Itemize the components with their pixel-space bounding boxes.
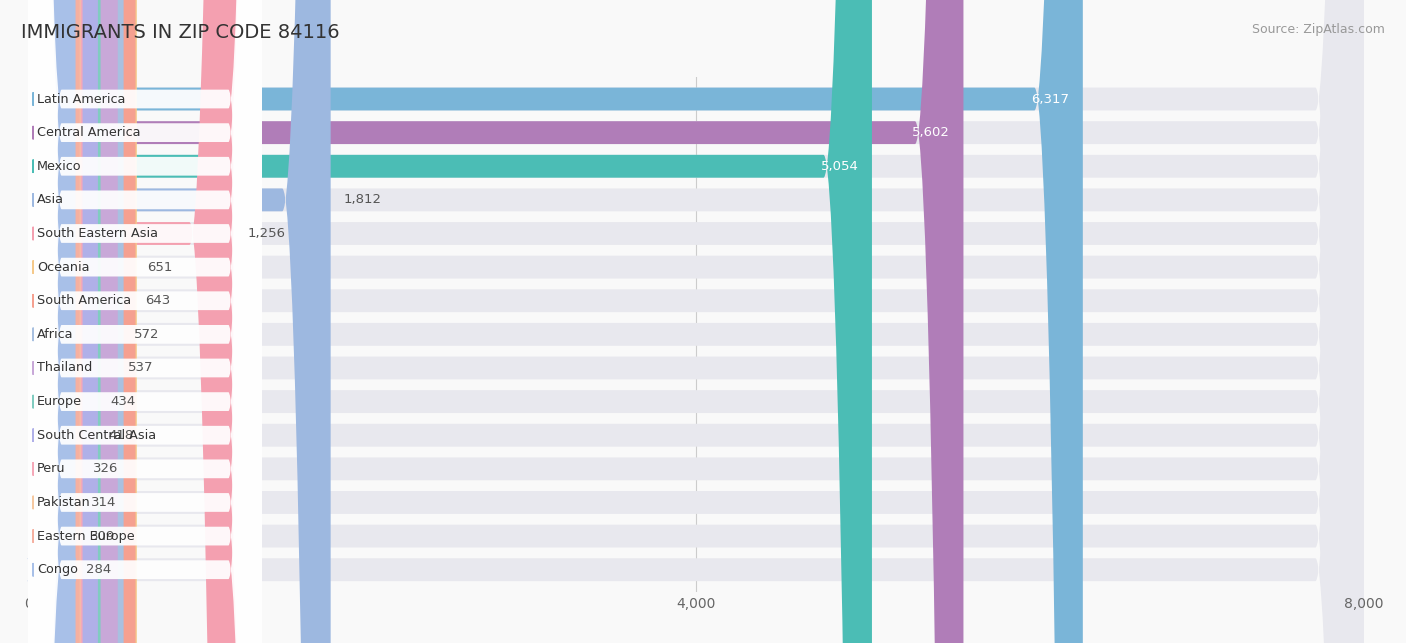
FancyBboxPatch shape: [28, 0, 262, 643]
FancyBboxPatch shape: [28, 0, 872, 643]
FancyBboxPatch shape: [27, 0, 76, 643]
FancyBboxPatch shape: [28, 0, 135, 643]
Text: 643: 643: [145, 294, 170, 307]
FancyBboxPatch shape: [28, 0, 262, 643]
FancyBboxPatch shape: [28, 0, 330, 643]
FancyBboxPatch shape: [28, 0, 262, 643]
Text: Central America: Central America: [37, 126, 141, 139]
FancyBboxPatch shape: [28, 0, 1364, 643]
Text: 5,054: 5,054: [821, 159, 859, 173]
Text: Africa: Africa: [37, 328, 73, 341]
FancyBboxPatch shape: [28, 0, 1364, 643]
Text: 314: 314: [90, 496, 115, 509]
FancyBboxPatch shape: [28, 0, 963, 643]
FancyBboxPatch shape: [28, 0, 262, 643]
Text: Europe: Europe: [37, 395, 82, 408]
FancyBboxPatch shape: [28, 0, 262, 643]
FancyBboxPatch shape: [28, 0, 124, 643]
Text: IMMIGRANTS IN ZIP CODE 84116: IMMIGRANTS IN ZIP CODE 84116: [21, 23, 340, 42]
FancyBboxPatch shape: [28, 0, 1364, 643]
Text: 537: 537: [128, 361, 153, 374]
Text: South Eastern Asia: South Eastern Asia: [37, 227, 157, 240]
Text: Source: ZipAtlas.com: Source: ZipAtlas.com: [1251, 23, 1385, 35]
Text: Latin America: Latin America: [37, 93, 125, 105]
FancyBboxPatch shape: [28, 0, 1364, 643]
FancyBboxPatch shape: [28, 0, 1364, 643]
Text: 326: 326: [93, 462, 118, 475]
FancyBboxPatch shape: [28, 0, 262, 643]
Text: 284: 284: [86, 563, 111, 576]
FancyBboxPatch shape: [28, 0, 101, 643]
Text: Oceania: Oceania: [37, 260, 90, 274]
Text: South America: South America: [37, 294, 131, 307]
Text: Eastern Europe: Eastern Europe: [37, 530, 135, 543]
FancyBboxPatch shape: [28, 0, 262, 643]
Text: Pakistan: Pakistan: [37, 496, 90, 509]
Text: Peru: Peru: [37, 462, 65, 475]
FancyBboxPatch shape: [28, 0, 1364, 643]
FancyBboxPatch shape: [28, 0, 1364, 643]
Text: Asia: Asia: [37, 194, 63, 206]
FancyBboxPatch shape: [28, 0, 262, 643]
FancyBboxPatch shape: [28, 0, 98, 643]
FancyBboxPatch shape: [28, 0, 238, 643]
Text: 1,812: 1,812: [344, 194, 382, 206]
FancyBboxPatch shape: [28, 0, 1364, 643]
FancyBboxPatch shape: [28, 0, 83, 643]
FancyBboxPatch shape: [28, 0, 1364, 643]
FancyBboxPatch shape: [28, 0, 118, 643]
FancyBboxPatch shape: [28, 0, 262, 643]
FancyBboxPatch shape: [28, 0, 1364, 643]
Text: 6,317: 6,317: [1032, 93, 1070, 105]
FancyBboxPatch shape: [28, 0, 80, 643]
FancyBboxPatch shape: [28, 0, 1364, 643]
FancyBboxPatch shape: [28, 0, 262, 643]
FancyBboxPatch shape: [28, 0, 262, 643]
FancyBboxPatch shape: [28, 0, 1364, 643]
Text: Congo: Congo: [37, 563, 77, 576]
Text: South Central Asia: South Central Asia: [37, 429, 156, 442]
Text: 309: 309: [90, 530, 115, 543]
FancyBboxPatch shape: [28, 0, 262, 643]
FancyBboxPatch shape: [28, 0, 262, 643]
Text: Thailand: Thailand: [37, 361, 93, 374]
Text: 651: 651: [146, 260, 172, 274]
Text: 434: 434: [111, 395, 136, 408]
FancyBboxPatch shape: [28, 0, 80, 643]
FancyBboxPatch shape: [28, 0, 1364, 643]
FancyBboxPatch shape: [28, 0, 1364, 643]
FancyBboxPatch shape: [28, 0, 262, 643]
FancyBboxPatch shape: [28, 0, 136, 643]
FancyBboxPatch shape: [28, 0, 262, 643]
FancyBboxPatch shape: [28, 0, 1364, 643]
FancyBboxPatch shape: [28, 0, 1083, 643]
Text: Mexico: Mexico: [37, 159, 82, 173]
Text: 1,256: 1,256: [247, 227, 285, 240]
Text: 572: 572: [134, 328, 159, 341]
Text: 5,602: 5,602: [912, 126, 950, 139]
Text: 418: 418: [108, 429, 134, 442]
